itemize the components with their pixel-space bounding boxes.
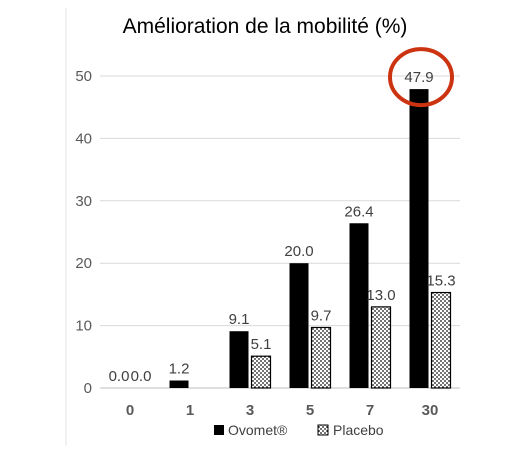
legend: Ovomet® Placebo (214, 422, 384, 438)
highlight-circle (388, 47, 454, 108)
highlight-annotation (388, 47, 454, 108)
y-tick-label: 20 (75, 255, 92, 272)
x-tick-label: 7 (366, 402, 374, 419)
bar-placebo (430, 291, 452, 389)
x-tick-label: 0 (126, 402, 134, 419)
data-labels: 0.0 0.0 1.2 9.15.1 20.0 9.7 26.4 13.0 47.9 15.3 (109, 69, 456, 385)
data-label-ovomet: 1.2 (169, 361, 190, 378)
bar-placebo (310, 326, 332, 389)
data-label-placebo: 5.1 (251, 336, 272, 353)
y-tick-label: 50 (75, 68, 92, 85)
data-label-ovomet: 9.1 (229, 311, 250, 328)
y-tick-label: 30 (75, 193, 92, 210)
data-label-ovomet: 0.0 (109, 368, 130, 385)
legend-label-placebo: Placebo (333, 422, 384, 438)
legend-swatch-ovomet (214, 425, 224, 435)
data-label-placebo: 0.0 (131, 368, 152, 385)
data-label-ovomet: 20.0 (284, 243, 313, 260)
y-tick-label: 0 (84, 380, 92, 397)
bar-ovomet (409, 89, 429, 388)
bar-ovomet (169, 380, 189, 388)
x-tick-label: 30 (422, 402, 439, 419)
x-tick-label: 5 (306, 402, 314, 419)
data-label-placebo: 15.3 (426, 273, 455, 290)
data-label-placebo: 13.0 (366, 287, 395, 304)
x-tick-label: 1 (186, 402, 194, 419)
chart-title: Amélioration de la mobilité (%) (123, 15, 408, 38)
bar-ovomet (289, 263, 309, 388)
bar-placebo (250, 355, 272, 389)
data-label-ovomet: 26.4 (344, 203, 373, 220)
legend-swatch-placebo (317, 424, 329, 436)
bars (169, 89, 452, 389)
data-label-ovomet: 47.9 (404, 69, 433, 86)
bar-ovomet (349, 223, 369, 388)
bar-ovomet (229, 331, 249, 388)
y-tick-label: 10 (75, 318, 92, 335)
bar-placebo (370, 306, 392, 389)
x-tick-label: 3 (246, 402, 254, 419)
data-label-placebo: 9.7 (311, 307, 332, 324)
y-axis-ticks: 0 10 20 30 40 50 (75, 68, 92, 397)
legend-label-ovomet: Ovomet® (228, 422, 288, 438)
gridlines (100, 75, 460, 389)
x-axis-ticks: 0 1 3 5 7 30 (126, 402, 439, 419)
y-tick-label: 40 (75, 130, 92, 147)
